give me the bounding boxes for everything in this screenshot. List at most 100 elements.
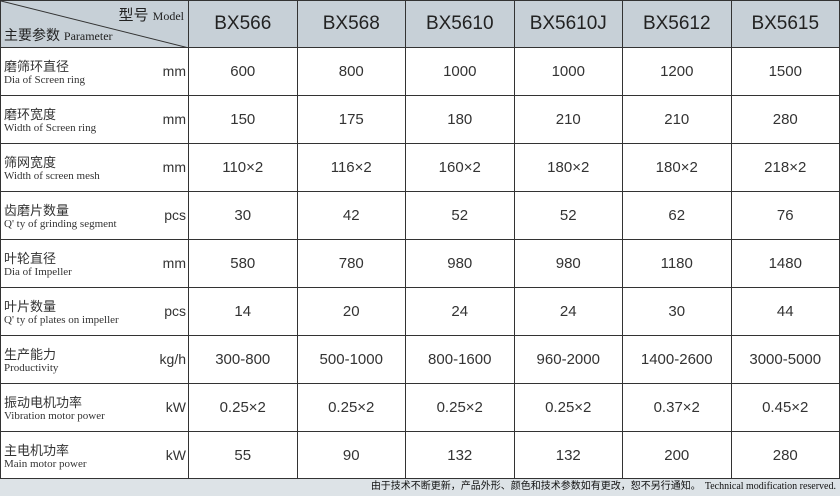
footer-cn: 由于技术不断更新，产品外形、颜色和技术参数如有更改，恕不另行通知。 bbox=[370, 481, 701, 492]
parameter-name-cn: 齿磨片数量 bbox=[4, 203, 70, 218]
parameter-name-en: Dia of Impeller bbox=[4, 266, 72, 278]
parameter-cell: 磨环宽度 Width of Screen ring mm bbox=[0, 95, 189, 144]
model-header: BX5615 bbox=[730, 0, 840, 48]
value-cell: 980 bbox=[405, 239, 515, 288]
value-cell: 600 bbox=[188, 47, 298, 96]
unit: kg/h bbox=[159, 351, 186, 367]
table-row: 齿磨片数量 Q' ty of grinding segment pcs 30 42 52 5… bbox=[0, 191, 840, 240]
parameter-cell: 筛网宽度 Width of screen mesh mm bbox=[0, 143, 189, 192]
parameter-name-en: Width of screen mesh bbox=[4, 170, 100, 182]
value-cell: 1180 bbox=[622, 239, 732, 288]
value-cell: 20 bbox=[296, 287, 406, 336]
value-cell: 175 bbox=[296, 95, 406, 144]
parameter-name-cn: 主电机功率 bbox=[4, 443, 70, 458]
unit: mm bbox=[162, 63, 186, 79]
parameter-name-en: Width of Screen ring bbox=[4, 122, 97, 134]
value-cell: 110×2 bbox=[188, 143, 298, 192]
value-cell: 55 bbox=[188, 431, 298, 480]
parameter-cell: 叶轮直径 Dia of Impeller mm bbox=[0, 239, 189, 288]
param-label-en: Parameter bbox=[63, 29, 113, 43]
value-cell: 42 bbox=[296, 191, 406, 240]
value-cell: 1480 bbox=[730, 239, 840, 288]
unit: pcs bbox=[164, 207, 186, 223]
value-cell: 980 bbox=[513, 239, 623, 288]
parameter-name-en: Vibration motor power bbox=[4, 410, 105, 422]
table-row: 磨筛环直径 Dia of Screen ring mm 600 800 1000 1000 1… bbox=[0, 47, 840, 96]
value-cell: 30 bbox=[188, 191, 298, 240]
parameter-name-en: Productivity bbox=[4, 362, 59, 374]
spec-table: 型号 Model 主要参数 Parameter BX566 BX568 BX5610… bbox=[0, 0, 840, 480]
unit: mm bbox=[162, 159, 186, 175]
value-cell: 180×2 bbox=[513, 143, 623, 192]
value-cell: 1000 bbox=[513, 47, 623, 96]
table-row: 主电机功率 Main motor power kW 55 90 132 132 200 280 bbox=[0, 431, 840, 480]
parameter-name-cn: 叶轮直径 bbox=[4, 251, 57, 266]
value-cell: 160×2 bbox=[405, 143, 515, 192]
value-cell: 1200 bbox=[622, 47, 732, 96]
value-cell: 76 bbox=[730, 191, 840, 240]
value-cell: 24 bbox=[405, 287, 515, 336]
value-cell: 3000-5000 bbox=[730, 335, 840, 384]
footer-en: Technical modification reserved. bbox=[704, 481, 836, 492]
parameter-name-cn: 振动电机功率 bbox=[4, 395, 83, 410]
unit: kW bbox=[165, 399, 186, 415]
diagonal-divider bbox=[1, 1, 189, 48]
parameter-name-en: Q' ty of grinding segment bbox=[4, 218, 117, 230]
value-cell: 580 bbox=[188, 239, 298, 288]
footer-note: 由于技术不断更新，产品外形、颜色和技术参数如有更改，恕不另行通知。 Technic… bbox=[0, 478, 840, 496]
value-cell: 62 bbox=[622, 191, 732, 240]
value-cell: 1500 bbox=[730, 47, 840, 96]
value-cell: 0.25×2 bbox=[405, 383, 515, 432]
table-row: 生产能力 Productivity kg/h 300-800 500-1000 800-1… bbox=[0, 335, 840, 384]
value-cell: 1400-2600 bbox=[622, 335, 732, 384]
value-cell: 780 bbox=[296, 239, 406, 288]
value-cell: 24 bbox=[513, 287, 623, 336]
value-cell: 0.25×2 bbox=[188, 383, 298, 432]
parameter-cell: 振动电机功率 Vibration motor power kW bbox=[0, 383, 189, 432]
unit: mm bbox=[162, 255, 186, 271]
unit: kW bbox=[165, 447, 186, 463]
parameter-name-cn: 磨环宽度 bbox=[4, 107, 57, 122]
header-row: 型号 Model 主要参数 Parameter BX566 BX568 BX5610… bbox=[0, 0, 840, 48]
parameter-cell: 主电机功率 Main motor power kW bbox=[0, 431, 189, 480]
value-cell: 52 bbox=[513, 191, 623, 240]
table-row: 振动电机功率 Vibration motor power kW 0.25×2 0.25×… bbox=[0, 383, 840, 432]
value-cell: 116×2 bbox=[296, 143, 406, 192]
value-cell: 960-2000 bbox=[513, 335, 623, 384]
value-cell: 132 bbox=[513, 431, 623, 480]
value-cell: 200 bbox=[622, 431, 732, 480]
unit: mm bbox=[162, 111, 186, 127]
value-cell: 300-800 bbox=[188, 335, 298, 384]
model-label-cn: 型号 bbox=[118, 7, 149, 24]
value-cell: 0.45×2 bbox=[730, 383, 840, 432]
table-row: 叶轮直径 Dia of Impeller mm 580 780 980 980 1180 148… bbox=[0, 239, 840, 288]
value-cell: 180 bbox=[405, 95, 515, 144]
value-cell: 180×2 bbox=[622, 143, 732, 192]
parameter-cell: 齿磨片数量 Q' ty of grinding segment pcs bbox=[0, 191, 189, 240]
model-header: BX5612 bbox=[622, 0, 732, 48]
value-cell: 800-1600 bbox=[405, 335, 515, 384]
parameter-name-en: Dia of Screen ring bbox=[4, 74, 85, 86]
parameter-name-cn: 筛网宽度 bbox=[4, 155, 57, 170]
table-row: 叶片数量 Q' ty of plates on impeller pcs 14 20 24… bbox=[0, 287, 840, 336]
model-header: BX568 bbox=[296, 0, 406, 48]
value-cell: 210 bbox=[513, 95, 623, 144]
parameter-name-cn: 叶片数量 bbox=[4, 299, 57, 314]
value-cell: 210 bbox=[622, 95, 732, 144]
value-cell: 500-1000 bbox=[296, 335, 406, 384]
parameter-name-en: Main motor power bbox=[4, 458, 87, 470]
model-header: BX566 bbox=[188, 0, 298, 48]
parameter-name-en: Q' ty of plates on impeller bbox=[4, 314, 119, 326]
value-cell: 0.25×2 bbox=[513, 383, 623, 432]
value-cell: 800 bbox=[296, 47, 406, 96]
value-cell: 90 bbox=[296, 431, 406, 480]
value-cell: 0.25×2 bbox=[296, 383, 406, 432]
value-cell: 280 bbox=[730, 95, 840, 144]
parameter-cell: 叶片数量 Q' ty of plates on impeller pcs bbox=[0, 287, 189, 336]
corner-header: 型号 Model 主要参数 Parameter bbox=[0, 0, 189, 48]
parameter-name-cn: 磨筛环直径 bbox=[4, 59, 70, 74]
value-cell: 14 bbox=[188, 287, 298, 336]
value-cell: 44 bbox=[730, 287, 840, 336]
value-cell: 218×2 bbox=[730, 143, 840, 192]
model-header: BX5610J bbox=[513, 0, 623, 48]
